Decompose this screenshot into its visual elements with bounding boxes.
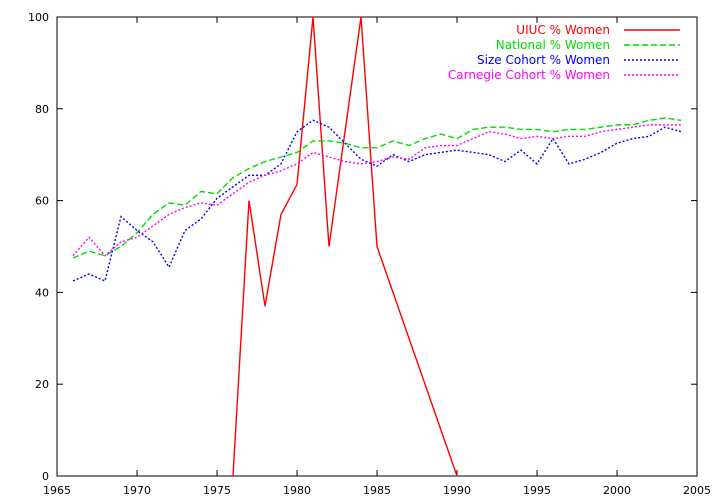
x-tick-label: 1990	[443, 484, 471, 497]
x-tick-label: 1980	[283, 484, 311, 497]
series-line-4	[72, 124, 681, 257]
axes: 1965 1970 1975 1980 1985 1990 1995 2000 2005 0 20 4…	[28, 11, 711, 497]
y-tick-label: 100	[28, 11, 49, 24]
y-tick-label: 40	[35, 286, 49, 299]
x-tick-label: 1975	[203, 484, 231, 497]
y-tick-label: 60	[35, 195, 49, 208]
y-tick-label: 0	[42, 470, 49, 483]
x-tick-label: 2000	[603, 484, 631, 497]
series-line-2	[72, 117, 682, 259]
legend-label-3: Size Cohort % Women	[477, 53, 610, 67]
series-line-1	[232, 16, 458, 477]
series-layer	[72, 16, 682, 477]
legend-label-4: Carnegie Cohort % Women	[448, 68, 610, 82]
x-tick-label: 1995	[523, 484, 551, 497]
y-tick-label: 20	[35, 378, 49, 391]
x-tick-label: 2005	[683, 484, 711, 497]
y-tick-label: 80	[35, 103, 49, 116]
legend-label-1: UIUC % Women	[516, 23, 610, 37]
x-tick-label: 1970	[123, 484, 151, 497]
series-line-3	[72, 119, 682, 282]
legend-label-2: National % Women	[496, 38, 610, 52]
x-tick-label: 1965	[43, 484, 71, 497]
x-tick-label: 1985	[363, 484, 391, 497]
